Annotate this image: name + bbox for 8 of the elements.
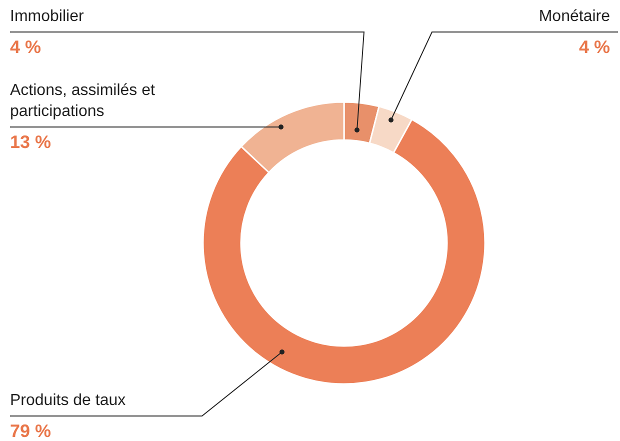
slice-label: Monétaire [538, 7, 610, 27]
data-label: 4 % [578, 37, 610, 58]
data-label: 79 % [10, 421, 52, 441]
data-label: 13 % [10, 132, 52, 153]
slice-label: Produits de taux [10, 391, 127, 411]
data-label: 4 % [10, 37, 42, 58]
slice-label: Immobilier [10, 7, 85, 27]
slice-label: Actions, assimilés et participations [10, 81, 156, 122]
